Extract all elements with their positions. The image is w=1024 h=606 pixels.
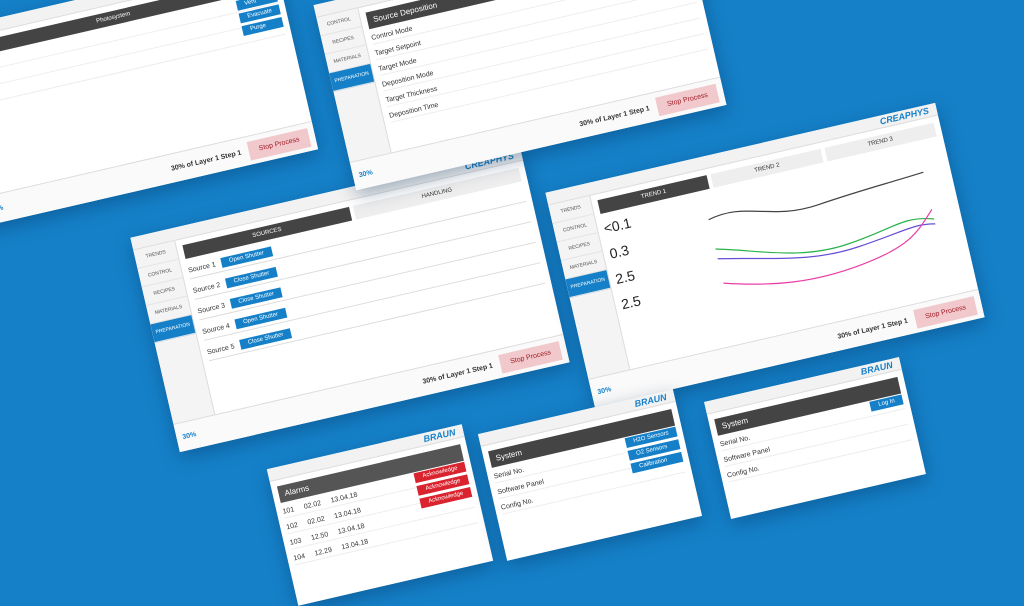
source-name: Source 1	[187, 260, 217, 275]
shutter-button[interactable]: Open Shutter	[234, 307, 288, 330]
stop-button[interactable]: Stop Process	[498, 340, 563, 374]
field-label: Control Mode	[370, 25, 414, 42]
screen-body: System Serial No. Software Panel Config No.…	[481, 402, 696, 535]
field-label: Target Mode	[377, 57, 418, 74]
shutter-button[interactable]: Close Shutter	[225, 266, 279, 289]
progress: 30%	[181, 430, 198, 441]
screen-panel: PhotosystemGas FlowTop UpChannelVentEvac…	[0, 0, 319, 226]
shutter-button[interactable]: Open Shutter	[220, 246, 273, 268]
table-cell: 102	[285, 521, 299, 532]
main-area: TREND 1 TREND 2 TREND 3 <0.1 0.3 2.5 2.5	[590, 115, 978, 371]
progress: 30%	[596, 385, 613, 396]
table-cell: 12.29	[314, 546, 333, 558]
shutter-button[interactable]: Close Shutter	[239, 328, 293, 350]
source-name: Source 3	[196, 301, 226, 315]
trend-line	[708, 171, 924, 221]
screen-panel: CREAPHYS TRENDS CONTROL RECIPES MATERIALS PRE…	[130, 147, 570, 453]
table-cell: 103	[289, 537, 303, 547]
screen-body: TRENDS CONTROL RECIPES MATERIALS PREPARATION…	[548, 115, 978, 381]
trend-line	[723, 208, 933, 285]
field-label: Serial No.	[719, 434, 751, 449]
table-cell: 12.50	[310, 531, 330, 542]
source-name: Source 5	[206, 342, 236, 356]
source-name: Source 2	[192, 281, 222, 295]
collage: {"screens":[ {"tabs":["Photosystem"],"bu…	[0, 0, 985, 606]
table-cell: 13.04.18	[340, 538, 369, 552]
field-label: Config No.	[500, 497, 535, 512]
shutter-button[interactable]: Close Shutter	[229, 287, 283, 309]
stop-button[interactable]: Stop Process	[913, 295, 978, 329]
table-cell: 13.04.18	[330, 491, 359, 505]
progress: 30%	[358, 168, 374, 179]
main-area: System Serial No. Software Panel Config No.…	[481, 402, 696, 535]
table-cell: 104	[292, 553, 306, 563]
screen-panel: CREAPHYS TRENDS CONTROL RECIPES MATERIALS PRE…	[545, 102, 985, 408]
screen-panel: BRAUN Alarms 101 02.02 13.04.18 102 02.02 13.04…	[266, 424, 494, 606]
trend-line	[717, 223, 936, 260]
source-name: Source 4	[201, 322, 231, 336]
table-cell: 02.02	[306, 515, 326, 527]
table-cell: 02.02	[303, 500, 322, 511]
stop-button[interactable]: Stop Process	[655, 83, 720, 116]
stop-button[interactable]: Stop Process	[246, 127, 312, 161]
trend-plot	[708, 171, 936, 285]
screen-body: Alarms 101 02.02 13.04.18 102 02.02 13.04.18 10…	[270, 437, 487, 579]
table-cell: 13.04.18	[333, 507, 362, 521]
table-cell: 13.04.18	[337, 522, 366, 536]
table-cell: 101	[282, 506, 296, 516]
screen-panel: BRAUN System Serial No. Software Panel Confi…	[704, 357, 926, 519]
main-area: Alarms 101 02.02 13.04.18 102 02.02 13.04.18 10…	[270, 437, 487, 579]
screen-panel: BRAUN System Serial No. Software Panel Confi…	[477, 389, 703, 561]
field-label: Config No.	[726, 465, 761, 480]
progress: 30%	[0, 204, 4, 215]
field-label: Serial No.	[493, 466, 525, 481]
trend-line	[715, 217, 935, 254]
